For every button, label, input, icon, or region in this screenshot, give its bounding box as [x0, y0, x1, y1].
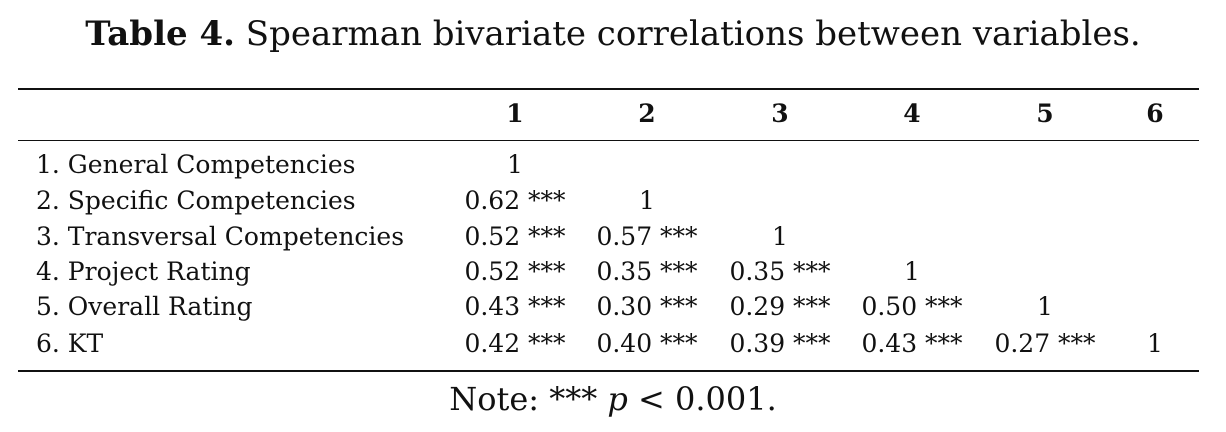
table-top-rule [18, 88, 1199, 90]
table-cell-r6-c4: 0.43 *** [861, 329, 963, 358]
table-cell-r3-c1: 0.52 *** [464, 222, 566, 251]
column-header-4: 4 [903, 99, 921, 128]
row-label-4: 4. Project Rating [36, 257, 251, 286]
table-caption-text: Spearman bivariate correlations between … [245, 14, 1141, 54]
table-cell-r6-c2: 0.40 *** [596, 329, 698, 358]
column-header-2: 2 [638, 99, 656, 128]
row-label-6: 6. KT [36, 329, 104, 358]
table-cell-r3-c2: 0.57 *** [596, 222, 698, 251]
table-header-rule [18, 140, 1199, 141]
table-cell-r2-c1: 0.62 *** [464, 186, 566, 215]
table-cell-r6-c3: 0.39 *** [729, 329, 831, 358]
table-cell-r5-c3: 0.29 *** [729, 292, 831, 321]
table-cell-r3-c3: 1 [772, 222, 788, 251]
row-label-1: 1. General Competencies [36, 150, 356, 179]
table-bottom-rule [18, 370, 1199, 372]
column-header-6: 6 [1146, 99, 1164, 128]
table-cell-r6-c1: 0.42 *** [464, 329, 566, 358]
table-note-suffix: < 0.001. [627, 380, 777, 418]
table-cell-r6-c5: 0.27 *** [994, 329, 1096, 358]
table-cell-r4-c4: 1 [904, 257, 920, 286]
table-note-prefix: Note: *** [449, 380, 608, 418]
column-header-1: 1 [506, 99, 524, 128]
table-cell-r1-c1: 1 [507, 150, 523, 179]
table-cell-r5-c1: 0.43 *** [464, 292, 566, 321]
table-cell-r5-c2: 0.30 *** [596, 292, 698, 321]
row-label-2: 2. Specific Competencies [36, 186, 356, 215]
row-label-5: 5. Overall Rating [36, 292, 253, 321]
table-cell-r5-c4: 0.50 *** [861, 292, 963, 321]
table-note-p-symbol: p [607, 380, 628, 418]
row-label-3: 3. Transversal Competencies [36, 222, 405, 251]
table-cell-r4-c3: 0.35 *** [729, 257, 831, 286]
table-cell-r4-c1: 0.52 *** [464, 257, 566, 286]
column-header-3: 3 [771, 99, 789, 128]
table-cell-r6-c6: 1 [1147, 329, 1163, 358]
table-note: Note: *** p < 0.001. [0, 378, 1226, 420]
table-cell-r2-c2: 1 [639, 186, 655, 215]
column-header-5: 5 [1036, 99, 1054, 128]
table-cell-r5-c5: 1 [1037, 292, 1053, 321]
table-caption: Table 4. Spearman bivariate correlations… [0, 12, 1226, 56]
table-caption-label: Table 4. [85, 14, 235, 54]
table-cell-r4-c2: 0.35 *** [596, 257, 698, 286]
